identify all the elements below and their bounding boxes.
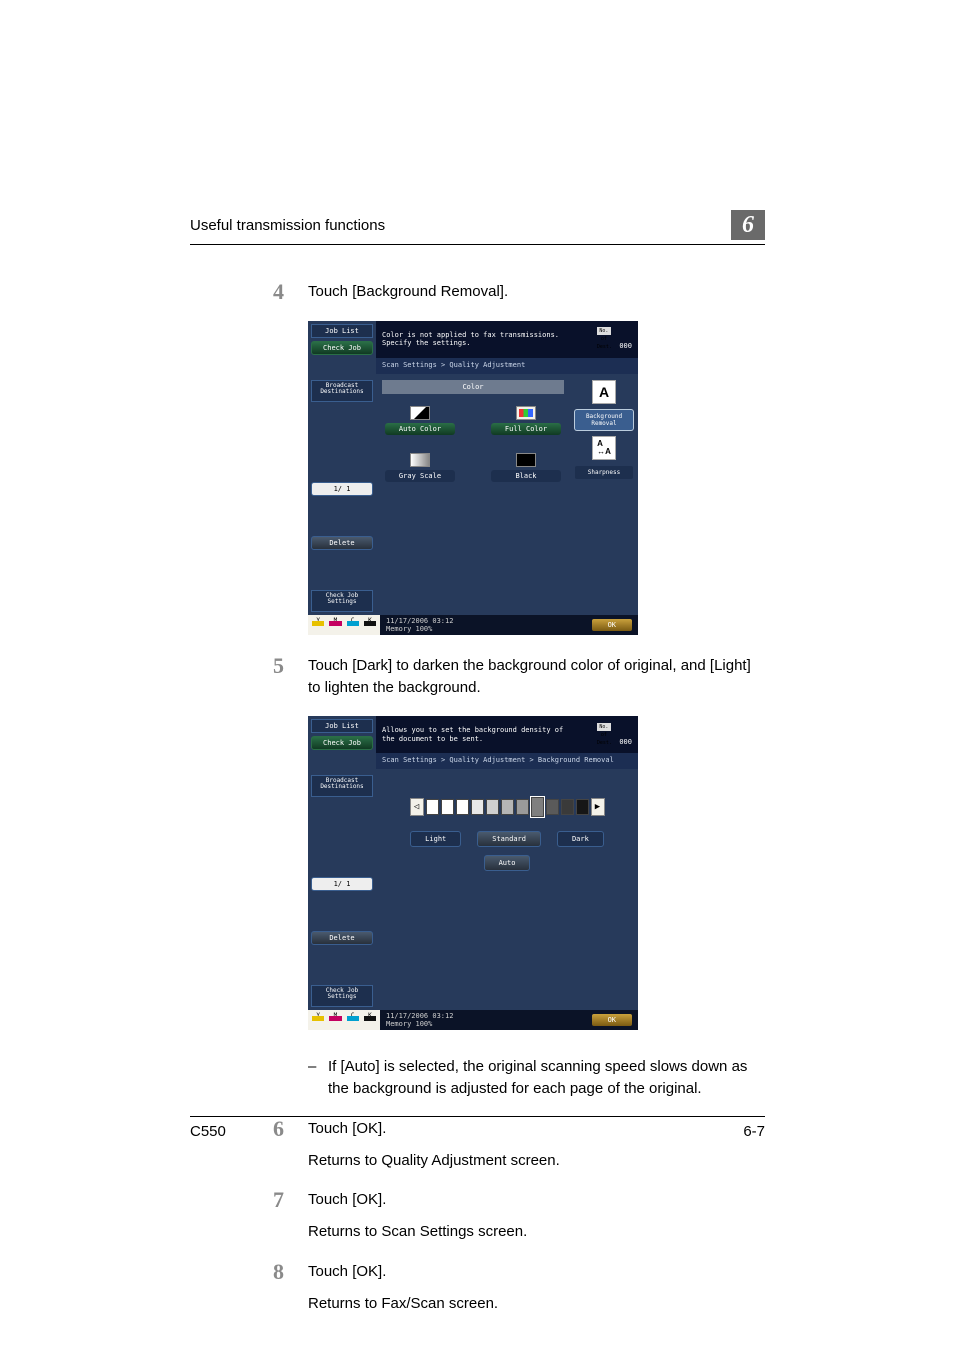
ok-button[interactable]: OK bbox=[592, 619, 632, 631]
check-job-button[interactable]: Check Job bbox=[311, 736, 373, 750]
info-message: Color is not applied to fax transmission… bbox=[382, 331, 559, 349]
chapter-number: 6 bbox=[731, 210, 765, 240]
page-indicator: 1/ 1 bbox=[311, 482, 373, 496]
check-job-settings-button[interactable]: Check Job Settings bbox=[311, 985, 373, 1007]
step-text: Touch [Dark] to darken the background co… bbox=[308, 655, 765, 699]
page-footer: C550 6-7 bbox=[190, 1116, 765, 1140]
delete-button[interactable]: Delete bbox=[311, 931, 373, 945]
step-text: Touch [Background Removal]. bbox=[308, 281, 765, 303]
darker-arrow-icon[interactable]: ▶ bbox=[591, 798, 605, 816]
step-7: 7 Touch [OK]. Returns to Scan Settings s… bbox=[190, 1189, 765, 1253]
running-head-text: Useful transmission functions bbox=[190, 217, 385, 234]
light-button[interactable]: Light bbox=[410, 831, 461, 847]
step-number: 4 bbox=[190, 281, 308, 313]
option-full-color[interactable]: Full Color bbox=[491, 406, 561, 435]
toner-levels: YMCK bbox=[308, 1010, 380, 1030]
printer-screen-bgremoval: Job List Check Job Allows you to set the… bbox=[308, 716, 638, 1030]
option-auto-color[interactable]: Auto Color bbox=[385, 406, 455, 435]
auto-button[interactable]: Auto bbox=[484, 855, 531, 871]
dark-button[interactable]: Dark bbox=[557, 831, 604, 847]
job-list-tab[interactable]: Job List bbox=[311, 324, 373, 338]
running-head: Useful transmission functions 6 bbox=[190, 210, 765, 245]
job-list-tab[interactable]: Job List bbox=[311, 719, 373, 733]
page-indicator: 1/ 1 bbox=[311, 877, 373, 891]
footer-model: C550 bbox=[190, 1123, 226, 1140]
broadcast-dest-button[interactable]: Broadcast Destinations bbox=[311, 775, 373, 797]
toner-levels: YMCK bbox=[308, 615, 380, 635]
option-black[interactable]: Black bbox=[491, 453, 561, 482]
preview-letter-icon: A bbox=[592, 380, 616, 404]
option-gray-scale[interactable]: Gray Scale bbox=[385, 453, 455, 482]
step-5-note: – If [Auto] is selected, the original sc… bbox=[308, 1056, 765, 1100]
info-message: Allows you to set the background density… bbox=[382, 726, 563, 744]
broadcast-dest-button[interactable]: Broadcast Destinations bbox=[311, 380, 373, 402]
lighter-arrow-icon[interactable]: ◁ bbox=[410, 798, 424, 816]
background-removal-button[interactable]: Background Removal bbox=[575, 410, 633, 430]
check-job-button[interactable]: Check Job bbox=[311, 341, 373, 355]
check-job-settings-button[interactable]: Check Job Settings bbox=[311, 590, 373, 612]
breadcrumb: Scan Settings > Quality Adjustment > Bac… bbox=[376, 753, 638, 769]
panel-title: Color bbox=[382, 380, 564, 394]
printer-screen-quality: Job List Check Job Color is not applied … bbox=[308, 321, 638, 635]
breadcrumb: Scan Settings > Quality Adjustment bbox=[376, 358, 638, 374]
ok-button[interactable]: OK bbox=[592, 1014, 632, 1026]
sharpness-button[interactable]: Sharpness bbox=[575, 466, 633, 479]
step-5: 5 Touch [Dark] to darken the background … bbox=[190, 655, 765, 709]
step-4: 4 Touch [Background Removal]. bbox=[190, 281, 765, 313]
sharpness-icon: A↔A bbox=[592, 436, 616, 460]
step-number: 5 bbox=[190, 655, 308, 709]
footer-page: 6-7 bbox=[743, 1123, 765, 1140]
delete-button[interactable]: Delete bbox=[311, 536, 373, 550]
step-8: 8 Touch [OK]. Returns to Fax/Scan screen… bbox=[190, 1261, 765, 1325]
standard-button[interactable]: Standard bbox=[477, 831, 541, 847]
density-slider[interactable]: ◁ ▶ bbox=[382, 797, 632, 817]
